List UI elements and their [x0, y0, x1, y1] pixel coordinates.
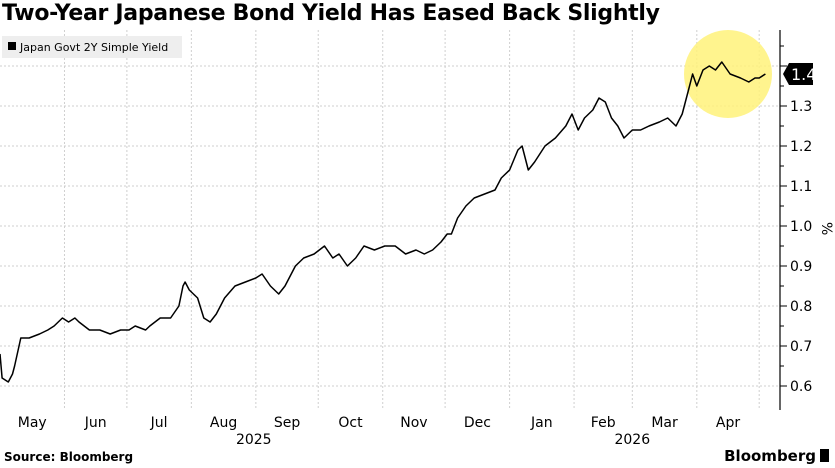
x-month-label: Apr [716, 415, 740, 431]
x-month-label: May [18, 415, 47, 431]
x-month-label: Jan [530, 415, 553, 431]
y-axis-label: % [818, 222, 834, 235]
x-month-label: Nov [400, 415, 427, 431]
source-note: Source: Bloomberg [4, 450, 134, 464]
legend-label: Japan Govt 2Y Simple Yield [19, 41, 168, 54]
y-tick-label: 1.1 [790, 179, 812, 195]
x-month-label: Sep [274, 415, 301, 431]
x-month-label: Feb [591, 415, 616, 431]
y-tick-label: 0.9 [790, 259, 812, 275]
current-value-label: 1.4 [791, 65, 816, 84]
x-month-label: Jul [150, 415, 168, 431]
legend-swatch-icon [8, 42, 16, 50]
legend-box [2, 36, 182, 58]
x-month-label: Dec [464, 415, 491, 431]
x-year-label: 2026 [614, 432, 650, 448]
y-tick-label: 1.2 [790, 139, 812, 155]
bloomberg-logo: Bloomberg [724, 447, 829, 465]
y-tick-label: 0.7 [790, 339, 812, 355]
y-tick-label: 0.8 [790, 299, 812, 315]
brand-text: Bloomberg [724, 447, 816, 465]
y-tick-label: 1.0 [790, 219, 812, 235]
chart-title: Two-Year Japanese Bond Yield Has Eased B… [2, 1, 660, 26]
y-tick-label: 0.6 [790, 379, 812, 395]
x-year-label: 2025 [236, 432, 272, 448]
x-month-label: Oct [338, 415, 363, 431]
x-month-label: Jun [84, 415, 107, 431]
x-month-label: Aug [210, 415, 237, 431]
legend: Japan Govt 2Y Simple Yield [2, 36, 182, 58]
highlight-circle [684, 30, 772, 118]
bloomberg-mark-icon [820, 449, 829, 462]
yield-series-line [0, 61, 766, 383]
y-tick-label: 1.3 [790, 99, 812, 115]
current-value-badge [783, 63, 813, 85]
x-month-label: Mar [651, 415, 678, 431]
